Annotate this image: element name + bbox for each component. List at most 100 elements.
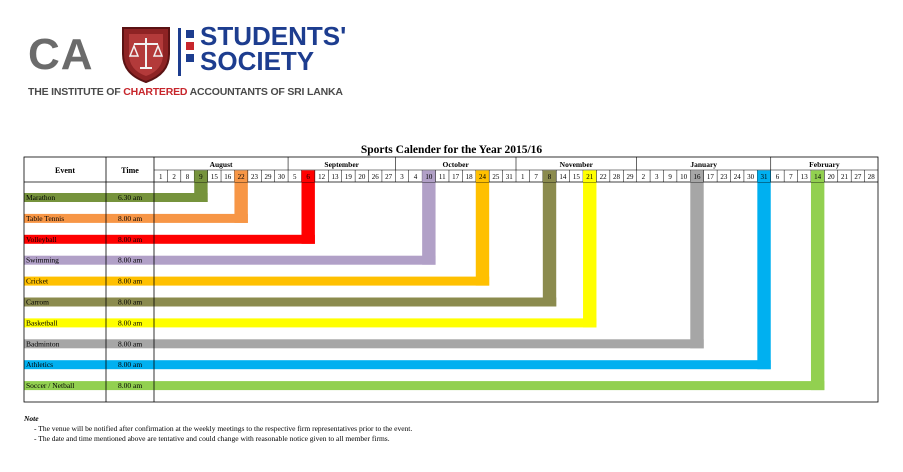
event-column-header: Event (55, 166, 75, 175)
day-number: 7 (789, 173, 793, 181)
day-number: 13 (801, 173, 809, 181)
day-number: 15 (573, 173, 581, 181)
event-time: 8.00 am (118, 339, 142, 348)
event-label-fill (24, 360, 106, 370)
date-highlight (422, 170, 436, 182)
event-name: Table Tennis (26, 214, 64, 223)
institute-logo: CA STUDENTS' SOCIETY THE INSTITUTE OF CH… (24, 18, 346, 106)
event-name: Volleyball (26, 235, 57, 244)
note-line: - The venue will be notified after confi… (34, 424, 413, 433)
note-title: Note (24, 414, 39, 423)
date-connector-bar (690, 182, 704, 349)
day-number: 28 (868, 173, 876, 181)
date-highlight (542, 170, 557, 182)
time-label-fill (106, 339, 154, 349)
time-label-fill (106, 213, 154, 223)
day-number: 20 (828, 173, 836, 181)
day-number: 9 (668, 173, 672, 181)
event-label-fill (24, 193, 106, 202)
date-highlight (690, 170, 704, 182)
logo-square-icon (186, 30, 194, 38)
event-time: 8.00 am (118, 277, 142, 286)
date-highlight (301, 170, 315, 182)
event-time: 8.00 am (118, 298, 142, 307)
event-time: 8.00 am (118, 318, 142, 327)
event-bar (154, 360, 771, 370)
day-number: 26 (372, 173, 380, 181)
day-number: 13 (332, 173, 340, 181)
day-number: 4 (414, 173, 418, 181)
event-name: Swimming (26, 256, 59, 265)
day-number: 2 (172, 173, 176, 181)
month-header: September (324, 160, 359, 169)
day-number: 18 (466, 173, 474, 181)
time-label-fill (106, 234, 154, 244)
event-time: 8.00 am (118, 214, 142, 223)
logo-society-text: STUDENTS' SOCIETY (200, 23, 346, 76)
day-number: 16 (694, 173, 702, 181)
day-number: 30 (278, 173, 286, 181)
day-number: 31 (506, 173, 514, 181)
logo-square-icon (186, 54, 194, 62)
event-name: Badminton (26, 339, 60, 348)
day-number: 9 (199, 173, 203, 181)
logo-society-line: SOCIETY (200, 46, 315, 76)
event-name: Cricket (26, 277, 49, 286)
day-number: 12 (318, 173, 326, 181)
day-number: 11 (439, 173, 446, 181)
day-number: 28 (613, 173, 621, 181)
day-number: 1 (521, 173, 525, 181)
event-bar (154, 234, 315, 244)
day-number: 8 (548, 173, 552, 181)
day-number: 10 (680, 173, 688, 181)
event-time: 8.00 am (118, 360, 142, 369)
day-number: 19 (345, 173, 353, 181)
day-number: 17 (707, 173, 715, 181)
day-number: 21 (586, 173, 594, 181)
day-number: 31 (761, 173, 769, 181)
day-number: 24 (479, 173, 487, 181)
month-header: February (809, 160, 840, 169)
day-number: 17 (452, 173, 460, 181)
logo-ca-text: CA (28, 30, 94, 79)
event-bar (154, 276, 490, 286)
logo-square-icon (186, 42, 194, 50)
event-bar (154, 381, 825, 391)
day-number: 14 (559, 173, 567, 181)
day-number: 27 (385, 173, 393, 181)
month-header: November (560, 160, 594, 169)
event-label-fill (24, 318, 106, 328)
event-name: Athletics (26, 360, 53, 369)
calendar-title: Sports Calender for the Year 2015/16 (360, 144, 543, 156)
date-connector-bar (422, 182, 436, 265)
event-label-fill (24, 381, 106, 391)
day-number: 25 (492, 173, 500, 181)
event-name: Marathon (26, 193, 55, 202)
day-number: 2 (642, 173, 646, 181)
time-label-fill (106, 276, 154, 286)
tagline-part: ACCOUNTANTS OF SRI LANKA (187, 86, 343, 98)
day-number: 29 (626, 173, 634, 181)
date-connector-bar (542, 182, 557, 307)
event-label-fill (24, 339, 106, 349)
day-number: 27 (854, 173, 862, 181)
event-time: 6.30 am (118, 193, 142, 202)
event-bar (154, 297, 557, 307)
day-number: 6 (306, 173, 310, 181)
event-bar (154, 213, 248, 223)
day-number: 15 (211, 173, 219, 181)
note-line: - The date and time mentioned above are … (34, 434, 390, 443)
event-time: 8.00 am (118, 235, 142, 244)
shield-scales-icon (122, 27, 170, 84)
date-connector-bar (757, 182, 771, 370)
event-label-fill (24, 234, 106, 244)
day-number: 29 (264, 173, 272, 181)
day-number: 22 (600, 173, 608, 181)
day-number: 21 (841, 173, 849, 181)
logo-tagline: THE INSTITUTE OF CHARTERED ACCOUNTANTS O… (28, 86, 343, 98)
time-label-fill (106, 255, 154, 265)
day-number: 1 (159, 173, 163, 181)
day-number: 10 (425, 173, 433, 181)
day-number: 24 (734, 173, 742, 181)
